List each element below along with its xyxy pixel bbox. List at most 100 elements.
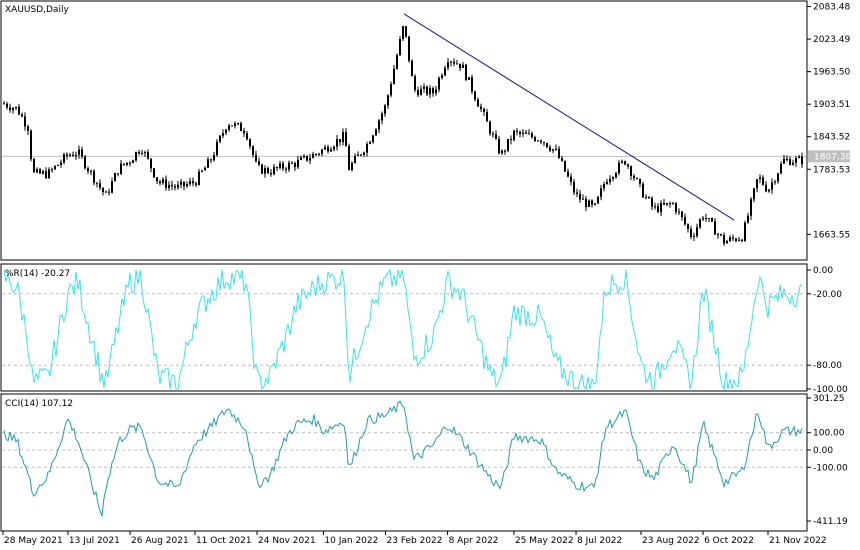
- candle: [489, 120, 491, 136]
- candle: [270, 169, 272, 177]
- candle: [498, 135, 500, 155]
- candle: [54, 165, 56, 171]
- candle: [207, 157, 209, 168]
- time-tick-label: 10 Jan 2022: [324, 536, 378, 546]
- candle: [747, 212, 749, 224]
- candle: [375, 128, 377, 136]
- candle: [285, 166, 287, 174]
- candle: [189, 177, 191, 187]
- candle: [480, 103, 482, 112]
- candle: [618, 160, 620, 176]
- trendline[interactable]: [403, 13, 735, 221]
- candle: [516, 128, 518, 136]
- price-y-tick-label: 2083.48: [813, 3, 850, 13]
- candle: [456, 59, 458, 65]
- candle: [129, 161, 131, 167]
- candle: [798, 154, 800, 159]
- candle: [261, 163, 263, 175]
- candle: [345, 128, 347, 147]
- candle: [645, 194, 647, 200]
- candle: [102, 187, 104, 196]
- candle: [717, 232, 719, 239]
- time-tick-label: 24 Nov 2021: [258, 536, 316, 546]
- candle: [228, 123, 230, 132]
- candle: [354, 153, 356, 164]
- cci-title: CCI(14) 107.12: [5, 399, 73, 409]
- candle: [543, 141, 545, 147]
- candle: [624, 160, 626, 166]
- candle: [42, 169, 44, 175]
- candle: [759, 174, 761, 184]
- candle: [708, 217, 710, 223]
- candle: [72, 151, 74, 157]
- candle: [204, 166, 206, 171]
- candle: [549, 144, 551, 153]
- candle: [651, 196, 653, 211]
- time-tick-label: 13 Jul 2021: [69, 536, 120, 546]
- candle: [477, 97, 479, 107]
- candle: [681, 211, 683, 221]
- candle: [393, 65, 395, 85]
- candle: [381, 111, 383, 125]
- cci-pane[interactable]: CCI(14) 107.12 301.25 100.00 0.00 -100.00 -4…: [0, 393, 848, 532]
- candle: [567, 168, 569, 178]
- candle: [657, 203, 659, 214]
- candle: [312, 151, 314, 159]
- trendline-group[interactable]: [403, 13, 735, 221]
- candle: [753, 187, 755, 203]
- williams-r-pane[interactable]: %R(14) -20.27 0.00 -20.00 -80.00 -100.00: [0, 263, 848, 395]
- candle: [603, 181, 605, 192]
- candle: [276, 166, 278, 172]
- candle: [690, 225, 692, 240]
- candle: [648, 196, 650, 199]
- candle: [306, 155, 308, 163]
- candle: [501, 149, 503, 155]
- candle: [225, 128, 227, 136]
- candle: [186, 181, 188, 188]
- candle: [399, 36, 401, 56]
- candle: [96, 182, 98, 188]
- candle: [135, 151, 137, 163]
- candle: [180, 178, 182, 189]
- candle: [630, 165, 632, 180]
- williams-r-y-axis: 0.00 -20.00 -80.00 -100.00: [807, 266, 848, 395]
- candle: [114, 172, 116, 182]
- time-tick-label: 21 Nov 2022: [769, 536, 827, 546]
- candle: [15, 106, 17, 111]
- candle: [195, 181, 197, 187]
- candle: [84, 155, 86, 170]
- candle: [729, 235, 731, 243]
- candle: [294, 161, 296, 171]
- candle: [534, 135, 536, 142]
- candle: [633, 174, 635, 182]
- candle: [777, 172, 779, 184]
- williams-r-line: [3, 268, 803, 391]
- candle: [774, 179, 776, 185]
- cci-y-tick-label: -411.19: [813, 517, 848, 527]
- candle: [579, 190, 581, 203]
- candle: [495, 130, 497, 140]
- candle: [87, 166, 89, 175]
- candle: [57, 164, 59, 167]
- candle: [510, 135, 512, 145]
- price-y-tick-label: 1663.55: [813, 230, 850, 240]
- candle: [18, 103, 20, 116]
- price-pane[interactable]: XAUUSD,Daily 2083.48 2023.49 1963.50 1903.5…: [0, 0, 851, 261]
- candle: [192, 177, 194, 187]
- time-tick-label: 8 Apr 2022: [449, 536, 499, 546]
- williams-r-y-tick-label: -80.00: [813, 361, 842, 371]
- candle: [444, 65, 446, 77]
- candle: [429, 85, 431, 99]
- candle: [177, 180, 179, 190]
- candle: [255, 150, 257, 163]
- candle: [360, 153, 362, 157]
- candle: [564, 160, 566, 173]
- price-y-tick-label: 2023.49: [813, 35, 850, 45]
- candle: [351, 161, 353, 172]
- candle: [609, 175, 611, 185]
- candle: [726, 239, 728, 244]
- candle: [150, 158, 152, 173]
- cci-pane-frame: [0, 393, 808, 532]
- candle: [147, 149, 149, 160]
